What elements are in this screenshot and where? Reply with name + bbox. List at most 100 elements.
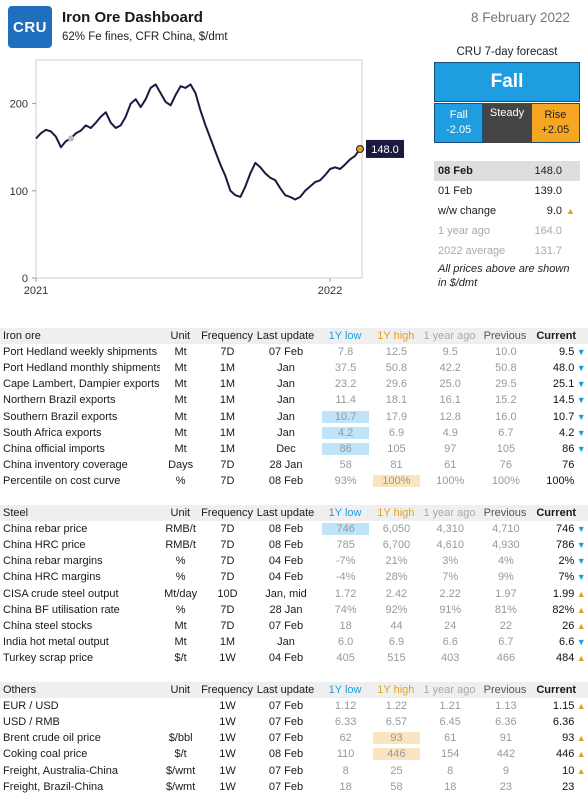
row-frequency: 1M [219, 410, 236, 423]
row-last-update: Jan [277, 362, 295, 375]
row-1y-low: 93% [334, 474, 357, 487]
page-title: Iron Ore Dashboard [62, 9, 203, 26]
table-header: Iron ore Unit Frequency Last update 1Y low 1Y… [0, 328, 588, 345]
row-frequency: 7D [220, 603, 235, 616]
row-previous: 105 [496, 442, 516, 455]
row-1y-ago: 91% [439, 603, 462, 616]
price-prev-value: 139.0 [534, 185, 562, 197]
row-frequency: 1W [219, 732, 236, 745]
row-last-update: 07 Feb [268, 780, 304, 793]
table-row: Turkey scrap price $/t 1W 04 Feb 405 515 403 46… [0, 650, 588, 666]
table-row: China BF utilisation rate% 7D 28 Jan 74% 92%… [0, 602, 588, 618]
forecast-rise-value: +2.05 [541, 124, 570, 136]
row-previous: 4% [497, 555, 514, 568]
row-frequency: 1W [219, 748, 236, 761]
row-current: 1.99 [552, 587, 575, 600]
row-last-update: 28 Jan [269, 458, 303, 471]
price-note: All prices above are shown in $/dmt [438, 263, 570, 289]
row-previous: 6.36 [495, 716, 517, 729]
row-unit: $/bbl [168, 732, 193, 745]
row-name: China official imports [3, 442, 105, 455]
table-header: Steel Unit Frequency Last update 1Y low 1Y hi… [0, 505, 588, 522]
price-year-label: 1 year ago [438, 225, 490, 237]
row-name: Cape Lambert, Dampier exports [3, 378, 160, 391]
row-1y-ago: 1.21 [439, 700, 461, 713]
row-unit: Mt [174, 619, 187, 632]
price-avg-row: 2022 average 131.7 [434, 241, 580, 261]
iron-ore-table: Iron ore Unit Frequency Last update 1Y low 1Y… [0, 328, 588, 489]
col-1y-ago: 1 year ago [423, 507, 476, 520]
row-unit: % [175, 571, 186, 584]
row-unit: Mt [174, 410, 187, 423]
row-1y-ago: 100% [436, 474, 465, 487]
price-line [35, 83, 361, 201]
row-current: 7% [558, 571, 575, 584]
row-1y-ago: 154 [441, 748, 460, 761]
down-triangle-icon: ▼ [576, 395, 586, 406]
forecast-steady: Steady [483, 103, 531, 143]
row-1y-low: 7.8 [337, 346, 354, 359]
row-previous: 16.0 [495, 410, 517, 423]
row-1y-low: 74% [334, 603, 357, 616]
row-current: 446 [555, 748, 575, 761]
row-unit: $/t [174, 651, 187, 664]
table-row: Coking coal price $/t 1W 08 Feb 110 446 154 442… [0, 746, 588, 762]
row-name: China inventory coverage [3, 458, 128, 471]
row-previous: 76 [499, 458, 513, 471]
row-1y-high: 1.22 [385, 700, 408, 713]
row-unit: Mt [174, 346, 187, 359]
row-1y-high: 515 [387, 651, 406, 664]
row-1y-ago: 8 [447, 764, 454, 777]
col-frequency: Frequency [201, 330, 254, 343]
section-title: Others [3, 684, 37, 697]
row-1y-ago: 6.45 [439, 716, 461, 729]
row-1y-low: 785 [336, 539, 355, 552]
row-1y-low: 1.72 [334, 587, 357, 600]
row-last-update: 07 Feb [268, 764, 304, 777]
down-triangle-icon: ▼ [576, 363, 586, 374]
row-frequency: 7D [220, 346, 235, 359]
row-unit: Mt [174, 394, 187, 407]
row-1y-low: 37.5 [334, 362, 357, 375]
others-table: Others Unit Frequency Last update 1Y low 1Y h… [0, 682, 588, 795]
row-1y-low: 18 [339, 619, 352, 632]
row-previous: 91 [499, 732, 513, 745]
table-row: USD / RMB 1W 07 Feb 6.33 6.57 6.45 6.36 6.36 [0, 714, 588, 730]
row-previous: 6.7 [498, 635, 514, 648]
up-triangle-icon: ▲ [576, 701, 586, 712]
row-last-update: 04 Feb [268, 571, 304, 584]
row-frequency: 1W [219, 651, 236, 664]
row-name: Coking coal price [3, 748, 88, 761]
col-1y-low: 1Y low [328, 330, 362, 343]
row-1y-high: 28% [385, 571, 408, 584]
row-1y-low: 6.33 [334, 716, 357, 729]
row-1y-high: 6,700 [382, 539, 411, 552]
row-name: China rebar margins [3, 555, 103, 568]
row-last-update: Jan [277, 426, 295, 439]
row-unit: Mt [174, 378, 187, 391]
row-1y-ago: 61 [444, 732, 457, 745]
col-last-update: Last update [256, 507, 315, 520]
header: CRU Iron Ore Dashboard 62% Fe fines, CFR… [0, 0, 588, 56]
row-1y-ago: 97 [444, 442, 457, 455]
row-unit: RMB/t [165, 523, 196, 536]
row-1y-ago: 12.8 [439, 410, 461, 423]
y-tick-label: 100 [10, 186, 28, 198]
row-1y-high: 92% [385, 603, 408, 616]
row-current: 1.15 [552, 700, 575, 713]
row-name: Freight, Australia-China [3, 764, 118, 777]
row-1y-high: 6.9 [388, 635, 405, 648]
row-1y-ago: 4,610 [436, 539, 464, 552]
row-name: EUR / USD [3, 700, 59, 713]
row-1y-ago: 16.1 [439, 394, 461, 407]
table-row: China rebar price RMB/t 7D 08 Feb 746 6,050 4,… [0, 521, 588, 537]
table-row: South Africa exports Mt 1M Jan 4.2 6.9 4.9 6.7 4… [0, 425, 588, 441]
row-current: 6.36 [552, 716, 575, 729]
row-name: Percentile on cost curve [3, 474, 121, 487]
table-row: India hot metal output Mt 1M Jan 6.0 6.9 6.6 6.… [0, 634, 588, 650]
row-1y-high: 2.42 [385, 587, 408, 600]
price-ww-row: w/w change 9.0 ▲ [434, 201, 580, 221]
row-current: 86 [562, 442, 575, 455]
row-frequency: 1M [219, 362, 236, 375]
row-current: 82% [552, 603, 575, 616]
